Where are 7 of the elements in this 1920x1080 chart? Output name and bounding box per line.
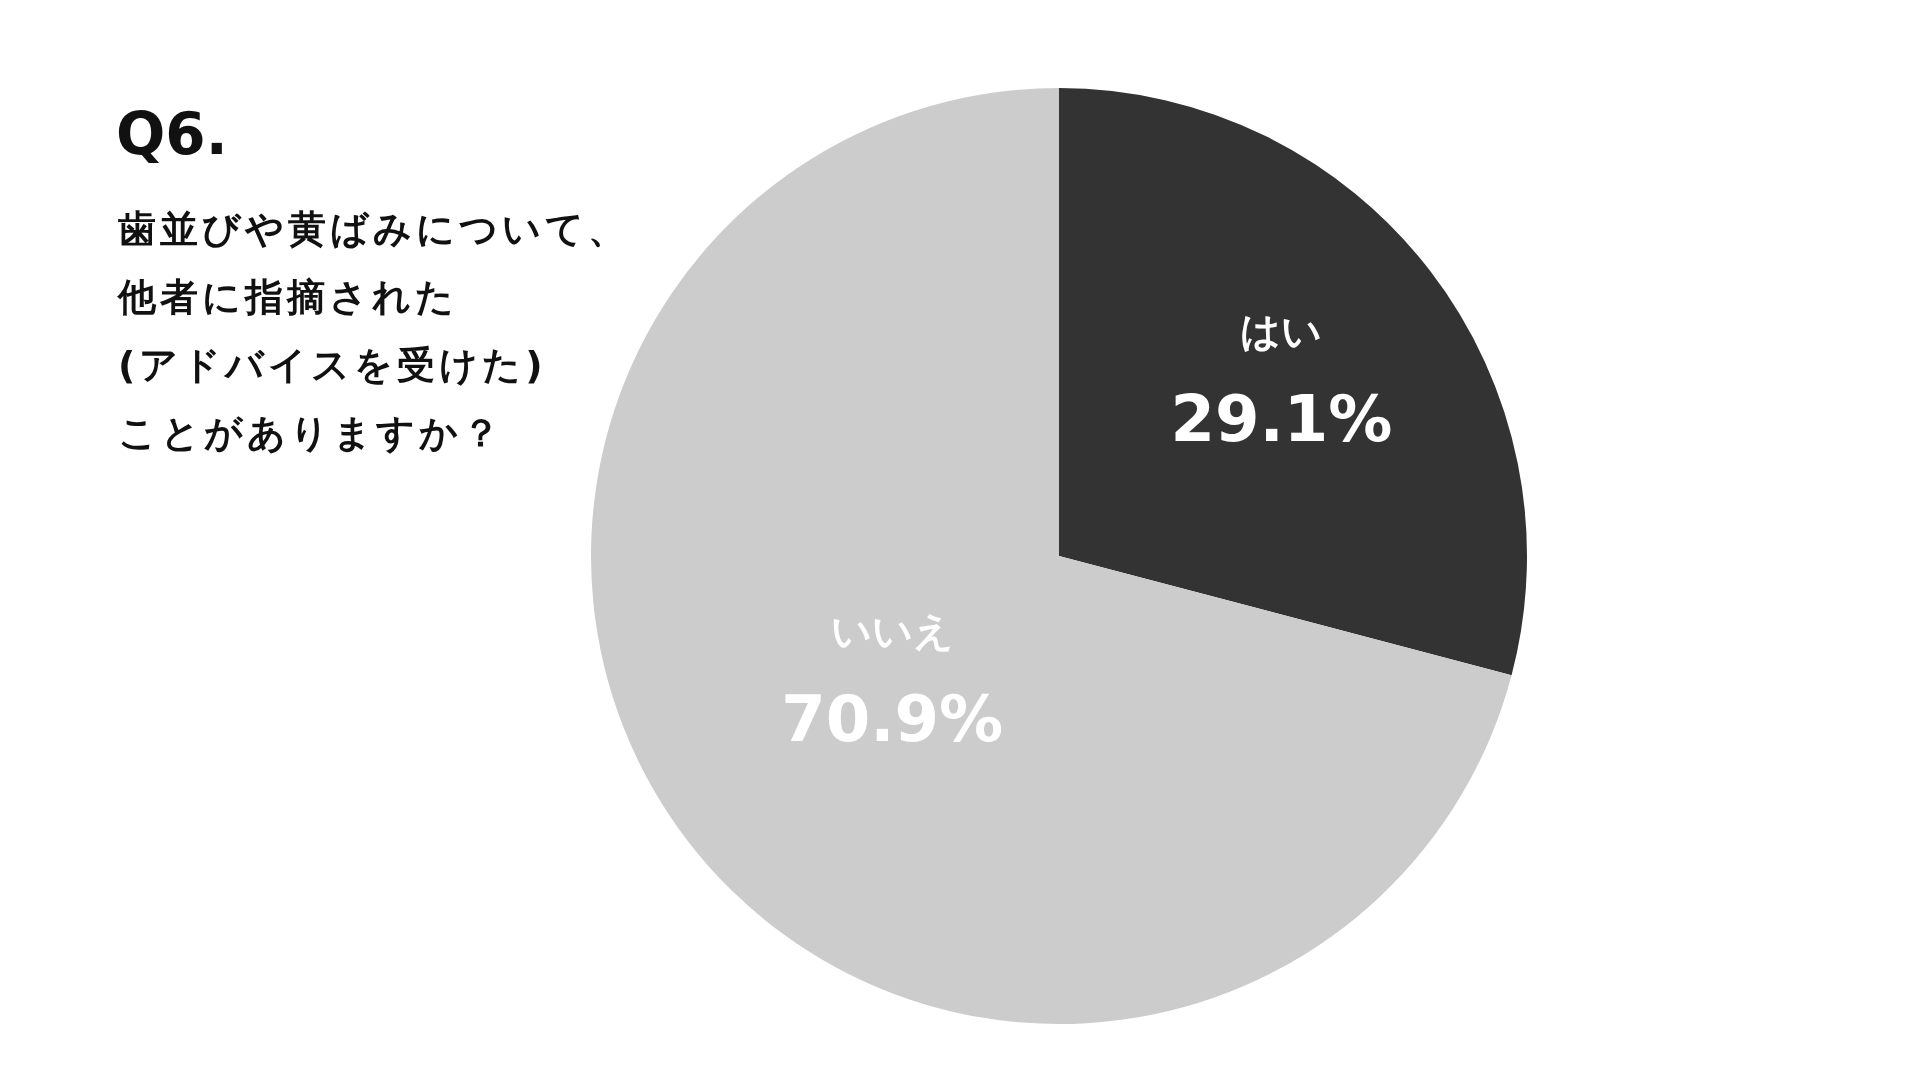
- text: (アドバイスを受けた): [118, 342, 548, 389]
- data-label: 29.1%: [1170, 382, 1393, 457]
- slice-label: はい: [1240, 307, 1323, 354]
- text: 歯並びや黄ばみについて、: [118, 206, 630, 253]
- text: ことがありますか？: [118, 410, 505, 457]
- chart-title: Q6.: [116, 100, 228, 168]
- text: 他者に指摘された: [118, 274, 459, 321]
